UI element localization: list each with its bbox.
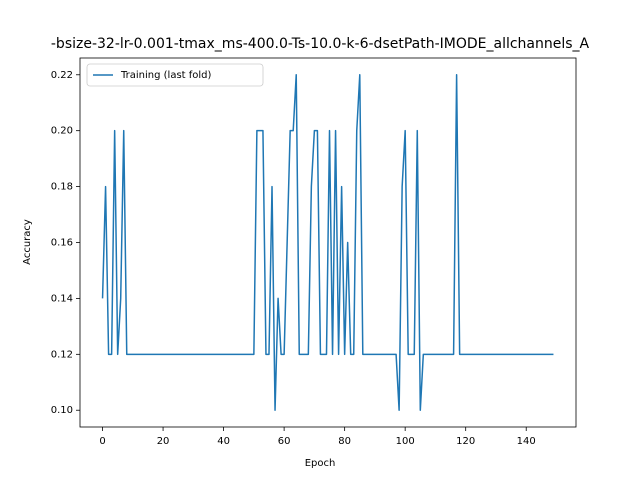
x-tick-label: 80 xyxy=(338,436,351,447)
plot-frame xyxy=(79,57,577,428)
x-tick-label: 0 xyxy=(99,436,105,447)
y-tick-label: 0.18 xyxy=(51,182,73,193)
x-tick-label: 60 xyxy=(278,436,291,447)
y-tick-label: 0.14 xyxy=(51,293,73,304)
x-tick-label: 100 xyxy=(396,436,415,447)
legend-label: Training (last fold) xyxy=(120,70,212,81)
y-tick-label: 0.10 xyxy=(51,405,73,416)
x-tick-label: 120 xyxy=(456,436,475,447)
chart-title: -bsize-32-lr-0.001-tmax_ms-400.0-Ts-10.0… xyxy=(51,36,590,52)
x-tick-label: 140 xyxy=(517,436,536,447)
legend-box xyxy=(86,63,264,87)
y-tick-label: 0.20 xyxy=(51,126,73,137)
y-tick-label: 0.12 xyxy=(51,349,73,360)
y-tick-label: 0.22 xyxy=(51,70,73,81)
data-line xyxy=(101,74,554,411)
x-tick-label: 40 xyxy=(217,436,230,447)
y-axis-label: Accuracy xyxy=(22,219,33,265)
x-axis-label: Epoch xyxy=(305,458,336,469)
y-tick-label: 0.16 xyxy=(51,238,73,249)
x-tick-label: 20 xyxy=(157,436,170,447)
